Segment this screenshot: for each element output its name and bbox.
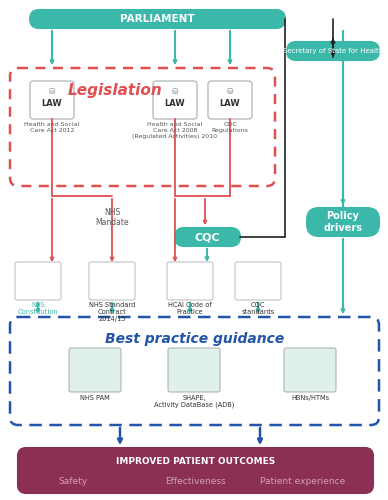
FancyBboxPatch shape [15,262,61,300]
Text: ⛁: ⛁ [49,86,55,96]
Text: LAW: LAW [42,98,62,108]
Text: NHS
Mandate: NHS Mandate [95,208,129,228]
Text: CQC
standards: CQC standards [241,302,275,315]
Text: NHS Standard
Contract
2014/15: NHS Standard Contract 2014/15 [89,302,135,322]
FancyBboxPatch shape [175,228,240,246]
Text: CQC
Regulations: CQC Regulations [211,122,248,133]
FancyBboxPatch shape [153,81,197,119]
FancyBboxPatch shape [168,348,220,392]
Text: LAW: LAW [220,98,240,108]
Text: NHS PAM: NHS PAM [80,395,110,401]
Text: HBNs/HTMs: HBNs/HTMs [291,395,329,401]
FancyBboxPatch shape [18,448,373,493]
Text: Effectiveness: Effectiveness [165,476,226,486]
FancyBboxPatch shape [307,208,379,236]
FancyBboxPatch shape [30,10,285,28]
FancyBboxPatch shape [208,81,252,119]
Text: Safety: Safety [59,476,88,486]
Text: PARLIAMENT: PARLIAMENT [120,14,195,24]
Text: LAW: LAW [165,98,185,108]
Text: NHS
Constitution: NHS Constitution [18,302,58,315]
FancyBboxPatch shape [235,262,281,300]
FancyBboxPatch shape [30,81,74,119]
Text: CQC: CQC [195,232,220,242]
Text: Patient experience: Patient experience [260,476,346,486]
FancyBboxPatch shape [89,262,135,300]
Text: Secretary of State for Health: Secretary of State for Health [283,48,383,54]
Text: IMPROVED PATIENT OUTCOMES: IMPROVED PATIENT OUTCOMES [116,456,275,466]
Text: Best practice guidance: Best practice guidance [105,332,284,346]
Text: Legislation: Legislation [68,82,162,98]
FancyBboxPatch shape [284,348,336,392]
Text: Policy
drivers: Policy drivers [324,211,362,233]
FancyBboxPatch shape [69,348,121,392]
Text: HCAI Code of
Practice: HCAI Code of Practice [168,302,212,315]
Text: Health and Social
Care Act 2008
(Regulated Activities) 2010: Health and Social Care Act 2008 (Regulat… [132,122,218,138]
Text: ⛁: ⛁ [227,86,233,96]
Text: ⛁: ⛁ [172,86,178,96]
Text: SHAPE,
Activity DataBase (ADB): SHAPE, Activity DataBase (ADB) [154,395,234,408]
FancyBboxPatch shape [167,262,213,300]
Text: Health and Social
Care Act 2012: Health and Social Care Act 2012 [24,122,80,133]
FancyBboxPatch shape [287,42,379,60]
